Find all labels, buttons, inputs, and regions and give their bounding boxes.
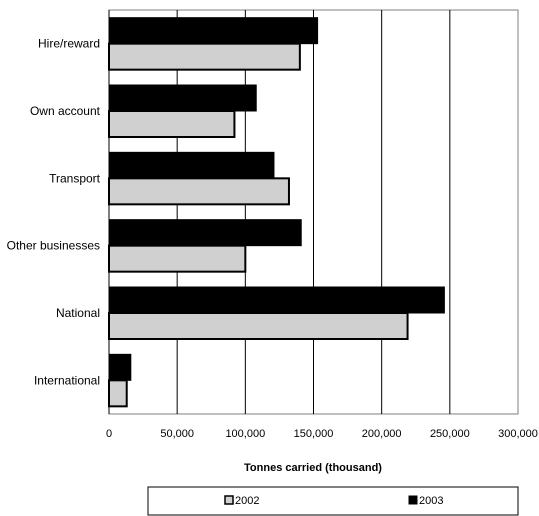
- bar-2003: [108, 84, 257, 112]
- legend-swatch-2003: [408, 495, 418, 505]
- bar-2003: [108, 17, 319, 45]
- bar-2002: [108, 244, 247, 273]
- x-tick-labels: 0 50,000 100,000 150,000 200,000 250,000 300,0…: [106, 428, 538, 440]
- category-label: Hire/reward: [38, 37, 100, 51]
- gridlines: [176, 10, 451, 414]
- category-label: Own account: [30, 104, 101, 118]
- x-tick-label: 200,000: [362, 428, 402, 440]
- category-label: Other businesses: [7, 239, 100, 253]
- legend-swatch-2002: [224, 495, 234, 505]
- legend-label-2002: 2002: [235, 495, 259, 507]
- category-label: Transport: [49, 171, 101, 185]
- bar-2003: [108, 151, 275, 179]
- x-tick-label: 300,000: [498, 428, 538, 440]
- bar-2002: [108, 379, 128, 408]
- x-tick-label: 150,000: [294, 428, 334, 440]
- bar-2002: [108, 42, 301, 71]
- legend: 2002 2003: [147, 486, 519, 516]
- bar-2002: [108, 312, 409, 340]
- x-tick-label: 50,000: [160, 428, 194, 440]
- x-tick-label: 0: [106, 428, 112, 440]
- bar-2002: [108, 177, 290, 206]
- category-labels: Hire/reward Own account Transport Other bus…: [7, 37, 101, 388]
- x-tick-label: 250,000: [430, 428, 470, 440]
- category-label: National: [56, 306, 100, 320]
- x-axis-title: Tonnes carried (thousand): [244, 462, 382, 474]
- x-tick-label: 100,000: [225, 428, 265, 440]
- category-label: International: [34, 373, 100, 387]
- legend-box: [147, 486, 519, 516]
- bar-2003: [108, 286, 445, 314]
- bar-2002: [108, 110, 236, 138]
- bar-2003: [108, 353, 132, 381]
- legend-label-2003: 2003: [419, 495, 443, 507]
- bar-2003: [108, 219, 302, 247]
